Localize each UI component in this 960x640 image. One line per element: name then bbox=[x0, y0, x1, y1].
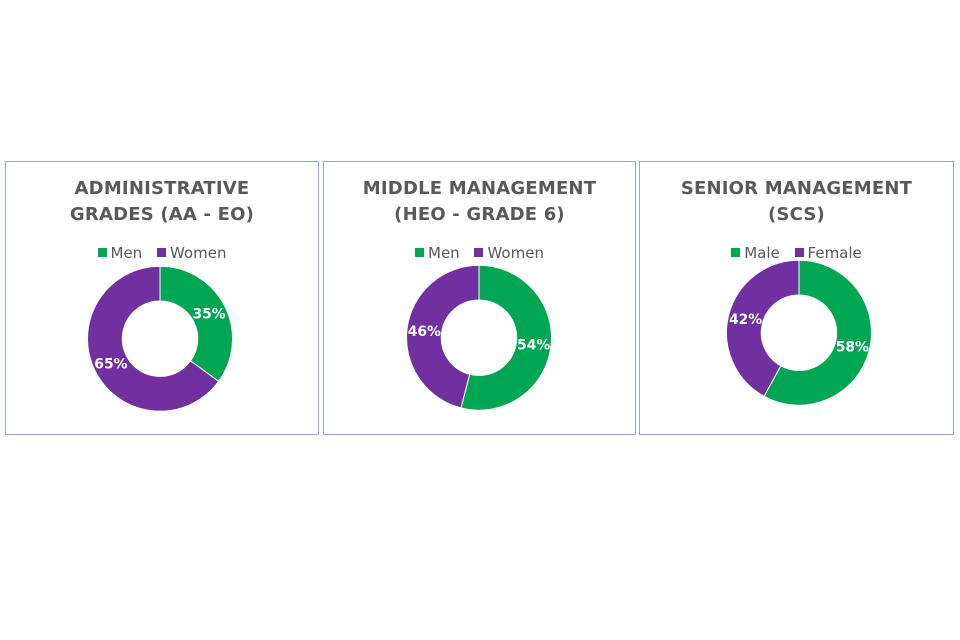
legend-entry-women: Women bbox=[474, 244, 544, 262]
legend-swatch bbox=[156, 248, 166, 257]
legend-label: Female bbox=[807, 244, 862, 262]
chart-title: MIDDLE MANAGEMENT (HEO - GRADE 6) bbox=[324, 176, 635, 228]
legend-label: Women bbox=[487, 244, 544, 262]
data-label-women: 46% bbox=[408, 324, 441, 340]
legend-swatch bbox=[731, 248, 741, 257]
chart-title: SENIOR MANAGEMENT (SCS) bbox=[640, 176, 953, 228]
data-label-men: 35% bbox=[192, 307, 225, 323]
legend-entry-female: Female bbox=[794, 244, 862, 262]
donut-chart: 35% 65% bbox=[87, 265, 233, 412]
data-label-men: 54% bbox=[517, 338, 550, 354]
data-label-female: 42% bbox=[729, 312, 762, 328]
donut-slice-men bbox=[159, 265, 233, 382]
legend-entry-men: Men bbox=[415, 244, 460, 262]
legend-label: Men bbox=[428, 244, 460, 262]
legend-swatch bbox=[97, 248, 107, 257]
chart-legend: Men Women bbox=[6, 244, 318, 262]
legend-swatch bbox=[415, 248, 425, 257]
legend-entry-male: Male bbox=[731, 244, 780, 262]
chart-title-line: (SCS) bbox=[768, 204, 825, 225]
chart-title: ADMINISTRATIVE GRADES (AA - EO) bbox=[6, 176, 318, 228]
donut-slice-women bbox=[406, 264, 480, 409]
donut-chart: 54% 46% bbox=[406, 264, 552, 411]
legend-swatch bbox=[794, 248, 804, 257]
donut-chart: 58% 42% bbox=[726, 259, 872, 406]
legend-label: Women bbox=[169, 244, 227, 262]
chart-title-line: MIDDLE MANAGEMENT bbox=[362, 178, 597, 199]
chart-panel-admin: ADMINISTRATIVE GRADES (AA - EO) Men Wome… bbox=[5, 161, 319, 435]
chart-title-line: ADMINISTRATIVE bbox=[74, 178, 250, 199]
donut-slice-men bbox=[460, 264, 552, 411]
donut-slice-women bbox=[87, 265, 220, 412]
data-label-male: 58% bbox=[836, 339, 869, 355]
chart-legend: Men Women bbox=[324, 244, 635, 262]
chart-panel-senior: SENIOR MANAGEMENT (SCS) Male Female 58% 4… bbox=[639, 161, 954, 435]
chart-legend: Male Female bbox=[640, 244, 953, 262]
legend-label: Male bbox=[744, 244, 780, 262]
chart-title-line: (HEO - GRADE 6) bbox=[394, 204, 565, 225]
legend-entry-men: Men bbox=[97, 244, 143, 262]
legend-entry-women: Women bbox=[156, 244, 227, 262]
donut-slice-female bbox=[726, 259, 800, 397]
data-label-women: 65% bbox=[94, 357, 127, 373]
donut-slice-male bbox=[763, 259, 872, 406]
legend-swatch bbox=[474, 248, 484, 257]
legend-label: Men bbox=[110, 244, 143, 262]
chart-panel-middle: MIDDLE MANAGEMENT (HEO - GRADE 6) Men Wo… bbox=[323, 161, 636, 435]
chart-title-line: SENIOR MANAGEMENT bbox=[680, 178, 913, 199]
chart-title-line: GRADES (AA - EO) bbox=[69, 204, 255, 225]
